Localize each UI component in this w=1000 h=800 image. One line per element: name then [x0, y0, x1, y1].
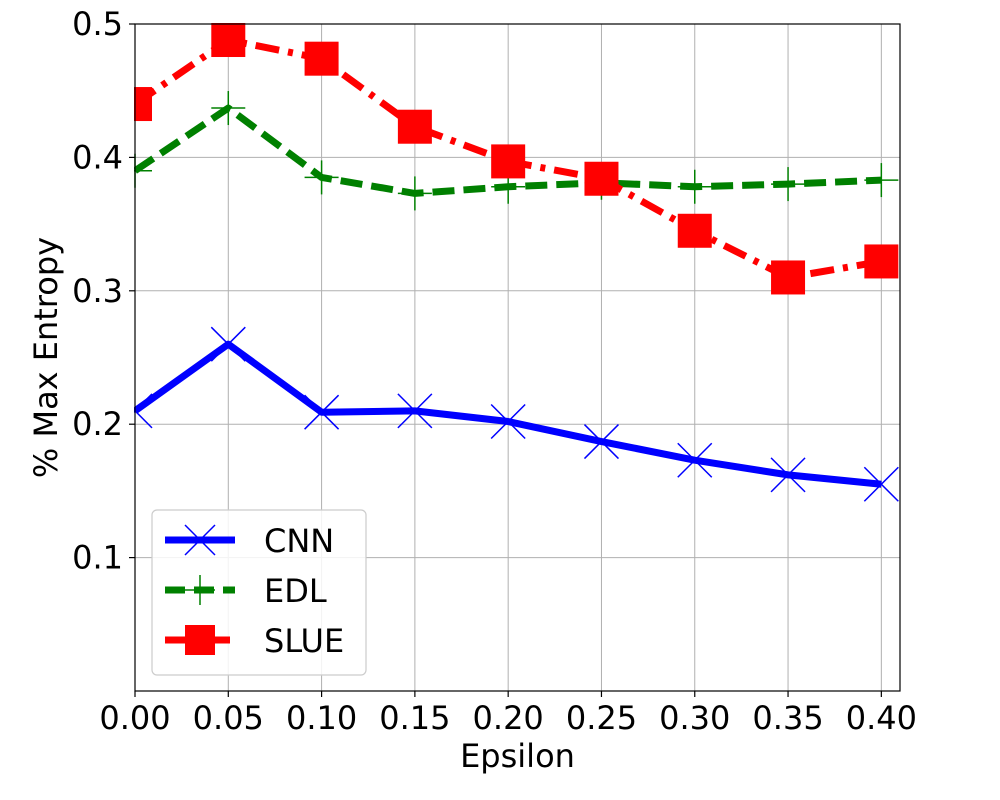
data-point-slue [397, 109, 432, 144]
data-point-edl [211, 91, 246, 126]
plot-frame [134, 23, 901, 692]
data-point-cnn [490, 404, 526, 440]
x-tick-label: 0.00 [99, 699, 170, 737]
legend-label-cnn: CNN [264, 522, 334, 560]
y-tick-label: 0.1 [72, 539, 123, 577]
data-point-edl [771, 167, 806, 202]
data-point-edl [677, 169, 712, 204]
y-tick-label: 0.3 [72, 272, 123, 310]
data-point-cnn [583, 424, 619, 460]
y-axis-label: % Max Entropy [27, 237, 65, 478]
data-point-slue [677, 213, 712, 248]
x-tick-label: 0.20 [473, 699, 544, 737]
x-tick-label: 0.30 [659, 699, 730, 737]
legend-label-slue: SLUE [264, 622, 344, 660]
x-axis-ticks: 0.00 0.05 0.10 0.15 0.20 0.25 0.30 0.35 0.40 [99, 691, 917, 737]
y-axis-ticks: 0.1 0.2 0.3 0.4 0.5 [72, 5, 135, 577]
legend-entry-edl: EDL [165, 572, 327, 610]
data-point-cnn [397, 393, 433, 429]
data-point-edl [864, 163, 899, 198]
data-point-slue [864, 244, 899, 279]
x-axis-label: Epsilon [460, 737, 575, 775]
data-point-slue [134, 87, 152, 122]
y-tick-label: 0.5 [72, 5, 123, 43]
data-point-cnn [770, 457, 806, 493]
legend-label-edl: EDL [264, 572, 327, 610]
x-tick-label: 0.10 [286, 699, 357, 737]
legend-marker-cnn [184, 524, 216, 556]
data-point-cnn [677, 442, 713, 478]
data-point-cnn [210, 326, 246, 362]
x-tick-label: 0.35 [752, 699, 823, 737]
legend-marker-slue [185, 625, 215, 655]
x-tick-label: 0.25 [566, 699, 637, 737]
data-point-edl [397, 176, 432, 211]
data-point-slue [584, 161, 619, 196]
x-tick-label: 0.15 [379, 699, 450, 737]
data-point-edl [304, 160, 339, 195]
data-point-slue [771, 260, 806, 295]
data-point-slue [491, 144, 526, 179]
y-tick-label: 0.4 [72, 138, 123, 176]
legend-entry-cnn: CNN [165, 522, 334, 560]
x-tick-label: 0.40 [846, 699, 917, 737]
legend-marker-edl [185, 575, 215, 605]
series-cnn [134, 326, 899, 502]
y-tick-label: 0.2 [72, 405, 123, 443]
data-point-cnn [304, 394, 340, 430]
data-point-slue [304, 41, 339, 76]
series-layer [134, 23, 899, 502]
legend: CNN EDL SLUE [151, 509, 367, 676]
data-point-cnn [863, 466, 899, 502]
series-slue [134, 23, 899, 295]
data-point-slue [211, 23, 246, 58]
series-edl [134, 91, 899, 211]
legend-entry-slue: SLUE [165, 622, 344, 660]
x-tick-label: 0.05 [193, 699, 264, 737]
